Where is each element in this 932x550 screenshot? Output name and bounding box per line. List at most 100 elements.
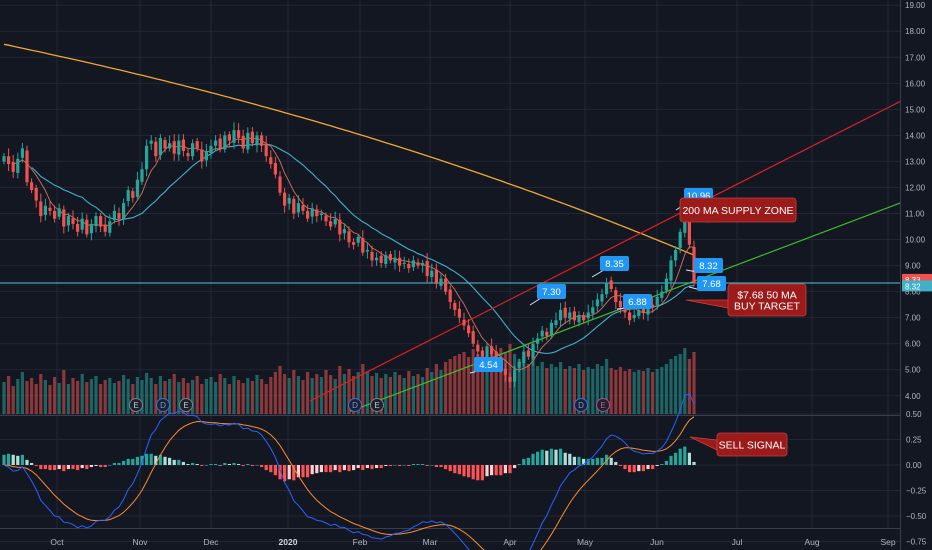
candle-body [292, 198, 296, 214]
annotation-low-454[interactable]: 4.54 [469, 357, 503, 374]
candle-body [388, 254, 392, 261]
candle-body [651, 304, 655, 308]
volume-bar [439, 370, 443, 414]
callout-supply-zone[interactable]: 200 MA SUPPLY ZONE [679, 197, 797, 223]
macd-signal-line [3, 416, 695, 550]
macd-histogram-bar [651, 465, 655, 470]
candle-body [503, 368, 507, 375]
price-tick-label: 9.00 [905, 262, 921, 271]
event-dividend-3[interactable]: D [574, 398, 588, 412]
macd-histogram-bar [2, 454, 6, 465]
volume-bar [145, 373, 149, 414]
macd-tick-label: −0.25 [906, 487, 927, 496]
candles [2, 122, 696, 388]
candle-body [66, 216, 70, 226]
volume-bar [421, 377, 425, 414]
price-tick-label: 5.00 [905, 366, 921, 375]
candle-body [664, 278, 668, 291]
ma-price-badge [902, 280, 932, 292]
macd-histogram-bar [568, 453, 572, 465]
candle-body [554, 320, 558, 325]
macd-histogram-bar [513, 465, 517, 469]
resistance-trendline[interactable] [309, 101, 901, 402]
volume-bar [379, 378, 383, 414]
callout-sell-signal[interactable]: SELL SIGNAL [689, 432, 788, 457]
candle-body [384, 255, 388, 265]
macd-histogram-bar [283, 465, 287, 482]
candle-body [181, 139, 185, 152]
candle-body [158, 138, 162, 156]
macd-histogram-bar [554, 449, 558, 465]
event-marker-label: E [374, 401, 379, 410]
candle-body [145, 145, 149, 170]
candle-body [296, 203, 300, 213]
event-earnings-2[interactable]: E [179, 398, 193, 412]
candle-body [540, 330, 544, 337]
candle-body [361, 237, 365, 253]
candle-body [531, 343, 535, 359]
candle-body [342, 229, 346, 234]
macd-pane [2, 393, 696, 550]
macd-histogram-bar [641, 465, 645, 472]
candle-body [568, 312, 572, 319]
time-axis[interactable]: Oct Nov Dec 2020 Feb Mar Apr May Jun Jul Aug Sep [50, 537, 895, 547]
time-tick-label: Nov [132, 537, 148, 547]
grid [0, 0, 901, 550]
volume-bar [181, 378, 185, 414]
candle-body [186, 153, 190, 157]
macd-histogram-bar [683, 446, 687, 465]
macd-histogram-bar [324, 465, 328, 473]
candle-body [365, 249, 369, 252]
volume-bar [250, 381, 254, 414]
candle-body [687, 213, 691, 245]
annotation-peak-835[interactable]: 8.35 [591, 256, 629, 278]
event-earnings-1[interactable]: E [129, 398, 143, 412]
candle-body [163, 140, 167, 149]
event-earnings-3[interactable]: E [370, 398, 384, 412]
candle-body [434, 269, 438, 284]
candle-body [375, 257, 379, 261]
candle-body [591, 307, 595, 314]
candle-body [674, 249, 678, 261]
macd-histogram-bar [508, 465, 512, 474]
volume-bar [85, 382, 89, 414]
event-dividend-2[interactable]: D [348, 398, 362, 412]
candle-body [191, 143, 195, 157]
candle-body [48, 207, 52, 211]
annotation-peak-730[interactable]: 7.30 [529, 284, 566, 306]
volume-bar [209, 377, 213, 414]
event-earnings-future[interactable]: E [596, 398, 610, 412]
macd-histogram-bar [53, 465, 57, 471]
annotation-price-832[interactable]: 8.32 [685, 258, 723, 273]
macd-histogram-bar [595, 457, 599, 465]
candle-body [53, 210, 57, 219]
candle-body [154, 141, 158, 157]
volume-bar [89, 379, 93, 414]
annotation-ma50-768[interactable]: 7.68 [688, 276, 726, 291]
annotation-text: 7.30 [542, 287, 561, 298]
macd-histogram-bar [536, 451, 540, 465]
price-axis[interactable]: 4.00 5.00 6.00 7.00 8.00 9.00 10.00 11.00 12.00 1… [901, 0, 932, 528]
macd-histogram-bar [186, 463, 190, 465]
candle-body [80, 218, 84, 230]
volume-bar [94, 376, 98, 414]
volume-bar [232, 376, 236, 414]
time-tick-label: Sep [880, 537, 895, 547]
macd-histogram-bar [168, 457, 172, 465]
candle-body [126, 190, 130, 202]
macd-axis[interactable]: 0.500.250.00−0.25−0.50−0.75−1.00 [906, 410, 927, 550]
macd-histogram-bar [292, 465, 296, 481]
event-dividend-1[interactable]: D [156, 398, 170, 412]
candle-body [407, 264, 411, 269]
candle-body [646, 304, 650, 315]
candle-body [398, 257, 402, 266]
volume-bar [646, 368, 650, 414]
candle-body [490, 346, 494, 355]
candle-body [301, 205, 305, 211]
macd-histogram-bar [214, 463, 218, 465]
volume-bar [595, 364, 599, 414]
macd-histogram-bar [315, 465, 319, 474]
annotation-low-688[interactable]: 6.88 [616, 294, 652, 310]
